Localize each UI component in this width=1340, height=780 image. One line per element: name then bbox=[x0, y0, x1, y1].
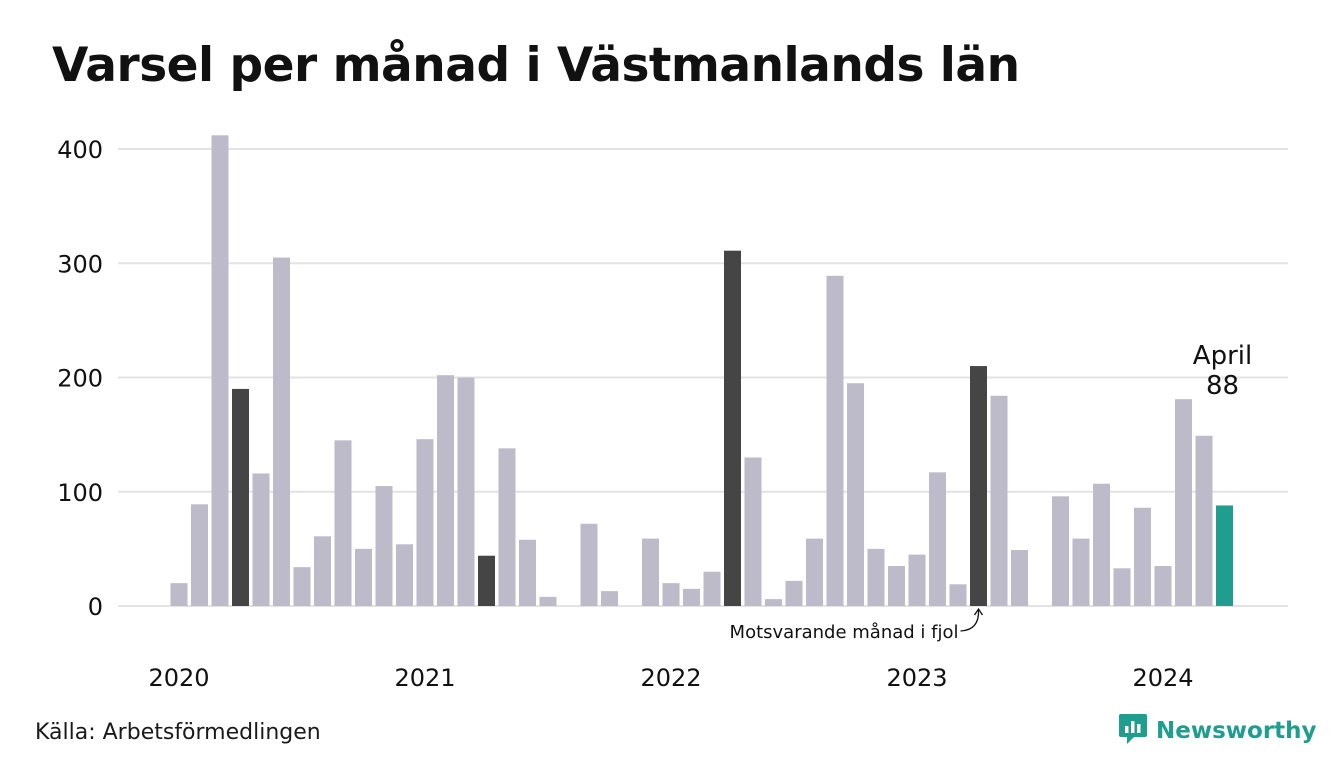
bar-2021-02 bbox=[437, 375, 454, 606]
bar-2023-09 bbox=[1072, 538, 1090, 606]
bar-2022-02 bbox=[683, 588, 700, 606]
bar-2020-04 bbox=[232, 388, 249, 606]
bar-2022-07 bbox=[785, 580, 803, 607]
bar-2020-07 bbox=[293, 567, 311, 606]
bar-2023-01 bbox=[908, 554, 926, 606]
y-axis-ticks: 0 100 200 300 400 bbox=[57, 136, 103, 621]
source-credit: Källa: Arbetsförmedlingen bbox=[35, 720, 321, 745]
bar-2021-03 bbox=[457, 377, 475, 606]
comparison-arrowhead bbox=[973, 607, 984, 616]
bar-2021-04 bbox=[478, 555, 495, 606]
bar-2023-05 bbox=[990, 395, 1008, 606]
y-tick-label: 400 bbox=[57, 136, 103, 164]
bar-2023-02 bbox=[929, 472, 946, 606]
comparison-arrow bbox=[960, 609, 980, 632]
x-tick-label: 2024 bbox=[1132, 664, 1193, 692]
y-tick-label: 300 bbox=[57, 250, 103, 278]
bars bbox=[170, 135, 1233, 607]
bar-2023-04 bbox=[970, 366, 987, 606]
newsworthy-logo-icon bbox=[1118, 712, 1148, 750]
bar-2022-10 bbox=[847, 383, 864, 606]
x-tick-label: 2021 bbox=[394, 664, 455, 692]
bar-2020-10 bbox=[355, 548, 372, 607]
bar-2023-12 bbox=[1134, 507, 1151, 607]
bar-2020-06 bbox=[273, 257, 290, 606]
bar-2021-07 bbox=[539, 596, 557, 606]
bar-2020-12 bbox=[396, 544, 413, 606]
y-tick-label: 200 bbox=[57, 365, 103, 393]
bar-2021-10 bbox=[601, 591, 618, 606]
bar-2023-08 bbox=[1052, 496, 1069, 606]
newsworthy-wordmark: Newsworthy bbox=[1156, 718, 1317, 744]
bar-2023-06 bbox=[1011, 550, 1028, 606]
bar-2021-06 bbox=[519, 539, 536, 607]
bar-2022-01 bbox=[662, 583, 680, 606]
bar-2020-11 bbox=[375, 486, 393, 606]
bar-2020-08 bbox=[314, 536, 331, 606]
y-tick-label: 0 bbox=[88, 593, 103, 621]
bar-2022-06 bbox=[765, 599, 782, 606]
chart-title: Varsel per månad i Västmanlands län bbox=[52, 38, 1020, 93]
bar-2023-11 bbox=[1113, 568, 1131, 606]
bar-2021-12 bbox=[642, 538, 659, 606]
bar-2022-05 bbox=[744, 457, 762, 607]
x-tick-label: 2022 bbox=[640, 664, 701, 692]
bar-2024-04 bbox=[1216, 505, 1233, 606]
bar-2022-11 bbox=[867, 548, 885, 607]
bar-2021-05 bbox=[498, 448, 516, 606]
bar-2020-05 bbox=[252, 473, 270, 606]
bar-2020-09 bbox=[334, 440, 352, 606]
bar-2022-08 bbox=[806, 538, 823, 606]
bar-2024-01 bbox=[1154, 566, 1172, 606]
comparison-note: Motsvarande månad i fjol bbox=[730, 622, 959, 643]
x-tick-label: 2020 bbox=[148, 664, 209, 692]
bar-2023-03 bbox=[949, 584, 967, 606]
bar-2020-01 bbox=[170, 583, 188, 606]
bar-2022-09 bbox=[826, 275, 844, 606]
annotations: April 88 Motsvarande månad i fjol bbox=[730, 341, 1253, 643]
bar-2021-01 bbox=[416, 439, 434, 606]
highlight-month-label: April bbox=[1193, 341, 1252, 371]
x-tick-label: 2023 bbox=[886, 664, 947, 692]
bar-2024-03 bbox=[1195, 435, 1213, 606]
grid-lines bbox=[118, 148, 1288, 607]
bar-2023-10 bbox=[1093, 483, 1110, 606]
bar-2022-12 bbox=[888, 566, 905, 606]
bar-2024-02 bbox=[1175, 399, 1192, 606]
newsworthy-brand[interactable]: Newsworthy bbox=[1118, 712, 1317, 750]
bar-2022-04 bbox=[724, 250, 741, 606]
highlight-value-label: 88 bbox=[1206, 371, 1239, 401]
bar-2022-03 bbox=[703, 571, 721, 607]
bar-chart: 0 100 200 300 400 2020 2021 2022 2023 2024 April… bbox=[57, 135, 1288, 692]
bar-2020-02 bbox=[191, 504, 208, 606]
bar-2021-09 bbox=[580, 523, 598, 606]
x-axis-ticks: 2020 2021 2022 2023 2024 bbox=[148, 664, 1193, 692]
y-tick-label: 100 bbox=[57, 479, 103, 507]
bar-2020-03 bbox=[211, 135, 229, 607]
